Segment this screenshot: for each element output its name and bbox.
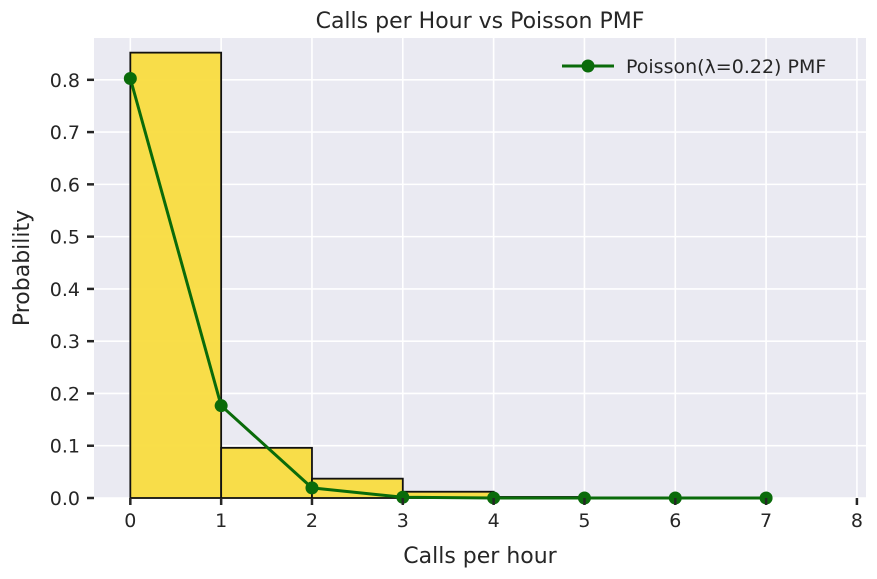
y-tick-label: 0.6 (50, 174, 80, 196)
y-tick-label: 0.8 (50, 70, 80, 92)
y-tick-label: 0.5 (50, 227, 80, 249)
legend-label: Poisson(λ=0.22) PMF (626, 56, 826, 78)
y-tick-label: 0.1 (50, 436, 80, 458)
x-tick-label: 4 (488, 510, 500, 532)
x-tick-label: 8 (851, 510, 863, 532)
plot-background (94, 38, 866, 498)
y-tick-label: 0.2 (50, 383, 80, 405)
pmf-point (123, 72, 137, 86)
x-tick-label: 0 (124, 510, 136, 532)
x-ticks: 0 1 2 3 4 5 6 7 8 (124, 498, 863, 532)
x-tick-label: 7 (760, 510, 772, 532)
y-ticks: 0.0 0.1 0.2 0.3 0.4 0.5 0.6 0.7 0.8 (50, 70, 94, 510)
x-axis-label: Calls per hour (403, 544, 557, 569)
x-tick-label: 2 (306, 510, 318, 532)
pmf-point (396, 490, 410, 504)
y-axis-label: Probability (10, 210, 35, 326)
histogram-bar (129, 51, 223, 499)
pmf-point (487, 491, 501, 505)
y-tick-label: 0.3 (50, 331, 80, 353)
pmf-point (214, 399, 228, 413)
x-tick-label: 6 (669, 510, 681, 532)
chart-title: Calls per Hour vs Poisson PMF (316, 9, 645, 34)
y-tick-label: 0.7 (50, 122, 80, 144)
histogram-bar (220, 446, 313, 499)
pmf-point (305, 481, 319, 495)
pmf-line (128, 78, 767, 500)
histogram-bars (129, 51, 677, 499)
y-tick-label: 0.4 (50, 279, 80, 301)
x-tick-label: 5 (578, 510, 590, 532)
legend-marker-swatch (581, 59, 595, 73)
x-tick-label: 3 (397, 510, 409, 532)
legend: Poisson(λ=0.22) PMF (562, 56, 826, 78)
y-tick-label: 0.0 (50, 488, 80, 510)
x-tick-label: 1 (215, 510, 227, 532)
